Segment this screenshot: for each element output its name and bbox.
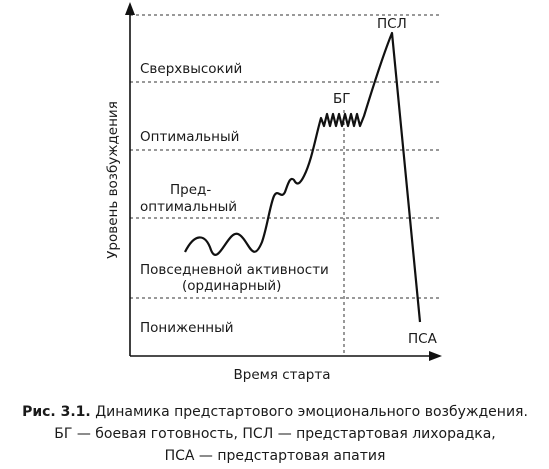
zone-label: Повседневной активности <box>140 262 329 278</box>
zone-label: Оптимальный <box>140 129 239 145</box>
marker-label: ПСЛ <box>377 16 407 32</box>
y-axis-label: Уровень возбуждения <box>105 101 121 259</box>
caption-line: ПСА — предстартовая апатия <box>165 448 386 464</box>
arousal-curve <box>184 31 422 323</box>
marker-label: ПСА <box>408 331 438 347</box>
caption-line: Рис. 3.1. Динамика предстартового эмоцио… <box>22 404 528 420</box>
caption-number: Рис. 3.1. <box>22 404 91 420</box>
x-axis-label: Время старта <box>234 367 331 383</box>
zone-label: оптимальный <box>140 199 237 215</box>
x-arrow <box>429 351 442 361</box>
caption-line: БГ — боевая готовность, ПСЛ — предстарто… <box>54 426 496 442</box>
y-arrow <box>125 2 135 15</box>
axes <box>125 2 442 361</box>
zone-label: Пониженный <box>140 320 234 336</box>
marker-label: БГ <box>333 91 351 107</box>
zone-label: Пред- <box>170 182 211 198</box>
zone-label: (ординарный) <box>182 278 281 294</box>
zone-label: Сверхвысокий <box>140 61 242 77</box>
caption-text: Динамика предстартового эмоционального в… <box>95 404 528 420</box>
grid <box>130 14 440 355</box>
